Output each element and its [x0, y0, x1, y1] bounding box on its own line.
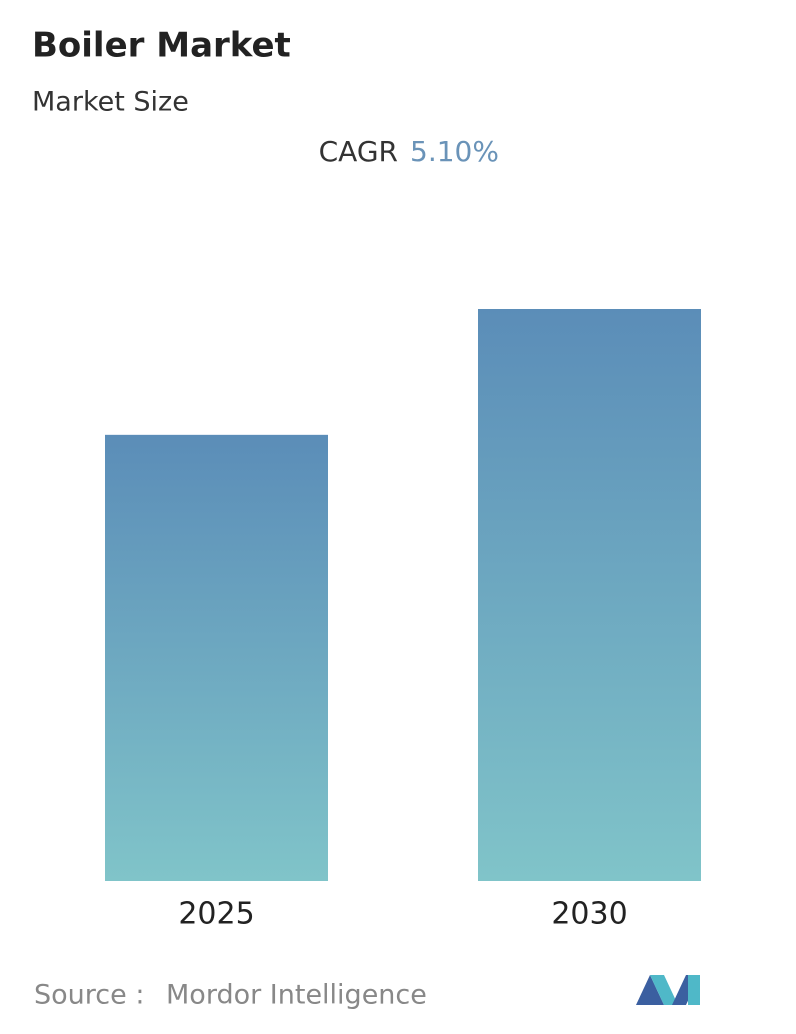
bar	[478, 309, 701, 881]
source-label: Source :	[34, 980, 144, 1011]
logo	[636, 975, 700, 1005]
chart-subtitle: Market Size	[32, 87, 189, 118]
cagr-value: 5.10%	[410, 135, 499, 168]
cagr-label: CAGR	[319, 135, 398, 168]
bar	[105, 434, 328, 881]
x-tick-label: 2025	[178, 897, 254, 932]
chart-title: Boiler Market	[32, 26, 291, 66]
source: Mordor Intelligence	[166, 980, 427, 1011]
x-tick-label: 2030	[551, 897, 627, 932]
